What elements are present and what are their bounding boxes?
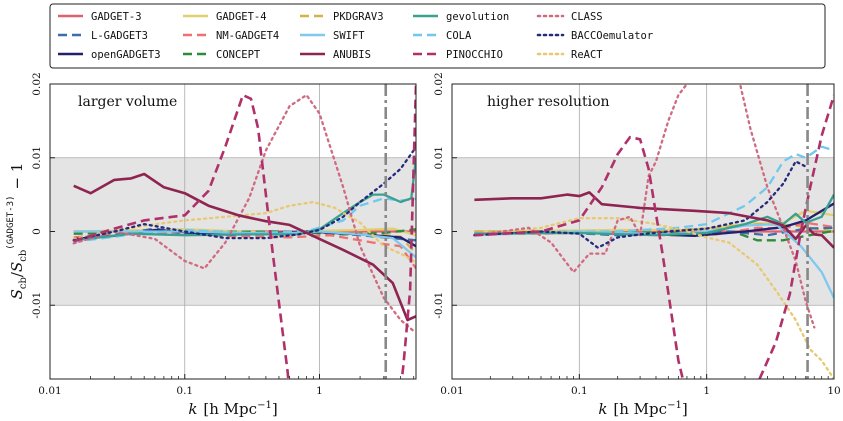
series-line-cola	[474, 145, 834, 235]
panel-right: 0.01 0.1 1 10 -0.01 0 0.01 0.02 higher resoluti…	[433, 72, 841, 397]
x-axis-label-right: k [h Mpc−1]	[598, 400, 687, 418]
panel-left: 0.01 0.1 1 -0.01 0 0.01 0.02 larger volume	[31, 72, 417, 397]
series-line-anubis	[73, 172, 416, 322]
legend-label-anubis: ANUBIS	[333, 49, 371, 61]
series-line-class	[473, 84, 689, 274]
legend-item-nm-gadget4: NM-GADGET4	[183, 30, 279, 42]
x-tick-label: 1	[316, 385, 323, 397]
legend-label-class: CLASS	[571, 11, 603, 23]
x-tick-label: 0.1	[176, 385, 193, 397]
y-tick-label: 0.01	[433, 146, 445, 169]
svg-text:Scb/Scb(GADGET-3)− 1: Scb/Scb(GADGET-3)− 1	[6, 163, 29, 300]
legend-item-cola: COLA	[413, 30, 472, 42]
legend-item-gadget-4: GADGET-4	[183, 11, 267, 23]
legend-item-pkdgrav3: PKDGRAV3	[300, 11, 384, 23]
legend-label-react: ReACT	[571, 49, 603, 61]
legend-item-concept: CONCEPT	[183, 49, 261, 61]
series-line-baccoemulator	[72, 149, 415, 242]
series-line-pinocchio	[474, 135, 685, 379]
legend-label-cola: COLA	[446, 30, 472, 42]
series-line-baccoemulator	[473, 160, 807, 249]
legend-item-opengadget3: openGADGET3	[58, 49, 161, 61]
legend-item-react: ReACT	[536, 49, 603, 61]
legend: GADGET-3 L-GADGET3 openGADGET3 GADGET-4 NM-G…	[49, 3, 826, 69]
legend-item-swift: SWIFT	[300, 30, 365, 42]
series-line-class	[72, 93, 415, 333]
legend-label-baccoemulator: BACCOemulator	[571, 30, 653, 42]
y-tick-label: -0.01	[433, 292, 445, 319]
legend-item-anubis: ANUBIS	[300, 49, 371, 61]
x-tick-label: 0.01	[38, 385, 61, 397]
y-tick-label: 0.02	[31, 72, 43, 95]
y-tick-label: -0.01	[31, 292, 43, 319]
x-tick-label: 0.1	[571, 385, 588, 397]
legend-item-gevolution: gevolution	[413, 11, 509, 23]
y-tick-label: 0	[31, 228, 43, 235]
y-tick-label: 0	[433, 228, 445, 235]
x-tick-label: 0.01	[440, 385, 463, 397]
legend-item-gadget-3: GADGET-3	[58, 11, 142, 23]
y-tick-label: 0.02	[433, 72, 445, 95]
series-line-pinocchio	[758, 94, 834, 379]
legend-label-opengadget3: openGADGET3	[91, 49, 161, 61]
legend-label-gadget-3: GADGET-3	[91, 11, 142, 23]
legend-label-swift: SWIFT	[333, 30, 365, 42]
x-tick-label: 10	[827, 385, 840, 397]
legend-label-gadget-4: GADGET-4	[216, 11, 267, 23]
series-line-class	[738, 84, 816, 329]
legend-item-pinocchio: PINOCCHIO	[413, 49, 503, 61]
svg-text:k[h Mpc−1]: k [h Mpc−1]	[598, 400, 687, 418]
panel-label-right: higher resolution	[487, 94, 610, 110]
legend-label-nm-gadget4: NM-GADGET4	[216, 30, 279, 42]
svg-text:k[h Mpc−1]: k [h Mpc−1]	[188, 400, 277, 418]
legend-label-pkdgrav3: PKDGRAV3	[333, 11, 384, 23]
x-axis-label-left: k [h Mpc−1]	[188, 400, 277, 418]
series-line-pinocchio	[73, 93, 290, 379]
legend-label-l-gadget3: L-GADGET3	[91, 30, 148, 42]
y-axis-label: Scb/Scb(GADGET-3)− 1	[6, 163, 29, 300]
series-line-pinocchio	[400, 84, 416, 379]
legend-item-class: CLASS	[536, 11, 603, 23]
x-tick-label: 1	[703, 385, 710, 397]
legend-item-baccoemulator: BACCOemulator	[536, 30, 653, 42]
legend-label-concept: CONCEPT	[216, 49, 261, 61]
legend-label-pinocchio: PINOCCHIO	[446, 49, 503, 61]
panel-label-left: larger volume	[78, 94, 177, 110]
series-line-gevolution	[474, 194, 834, 237]
legend-item-l-gadget3: L-GADGET3	[58, 30, 148, 42]
y-tick-label: 0.01	[31, 146, 43, 169]
legend-label-gevolution: gevolution	[446, 11, 509, 23]
